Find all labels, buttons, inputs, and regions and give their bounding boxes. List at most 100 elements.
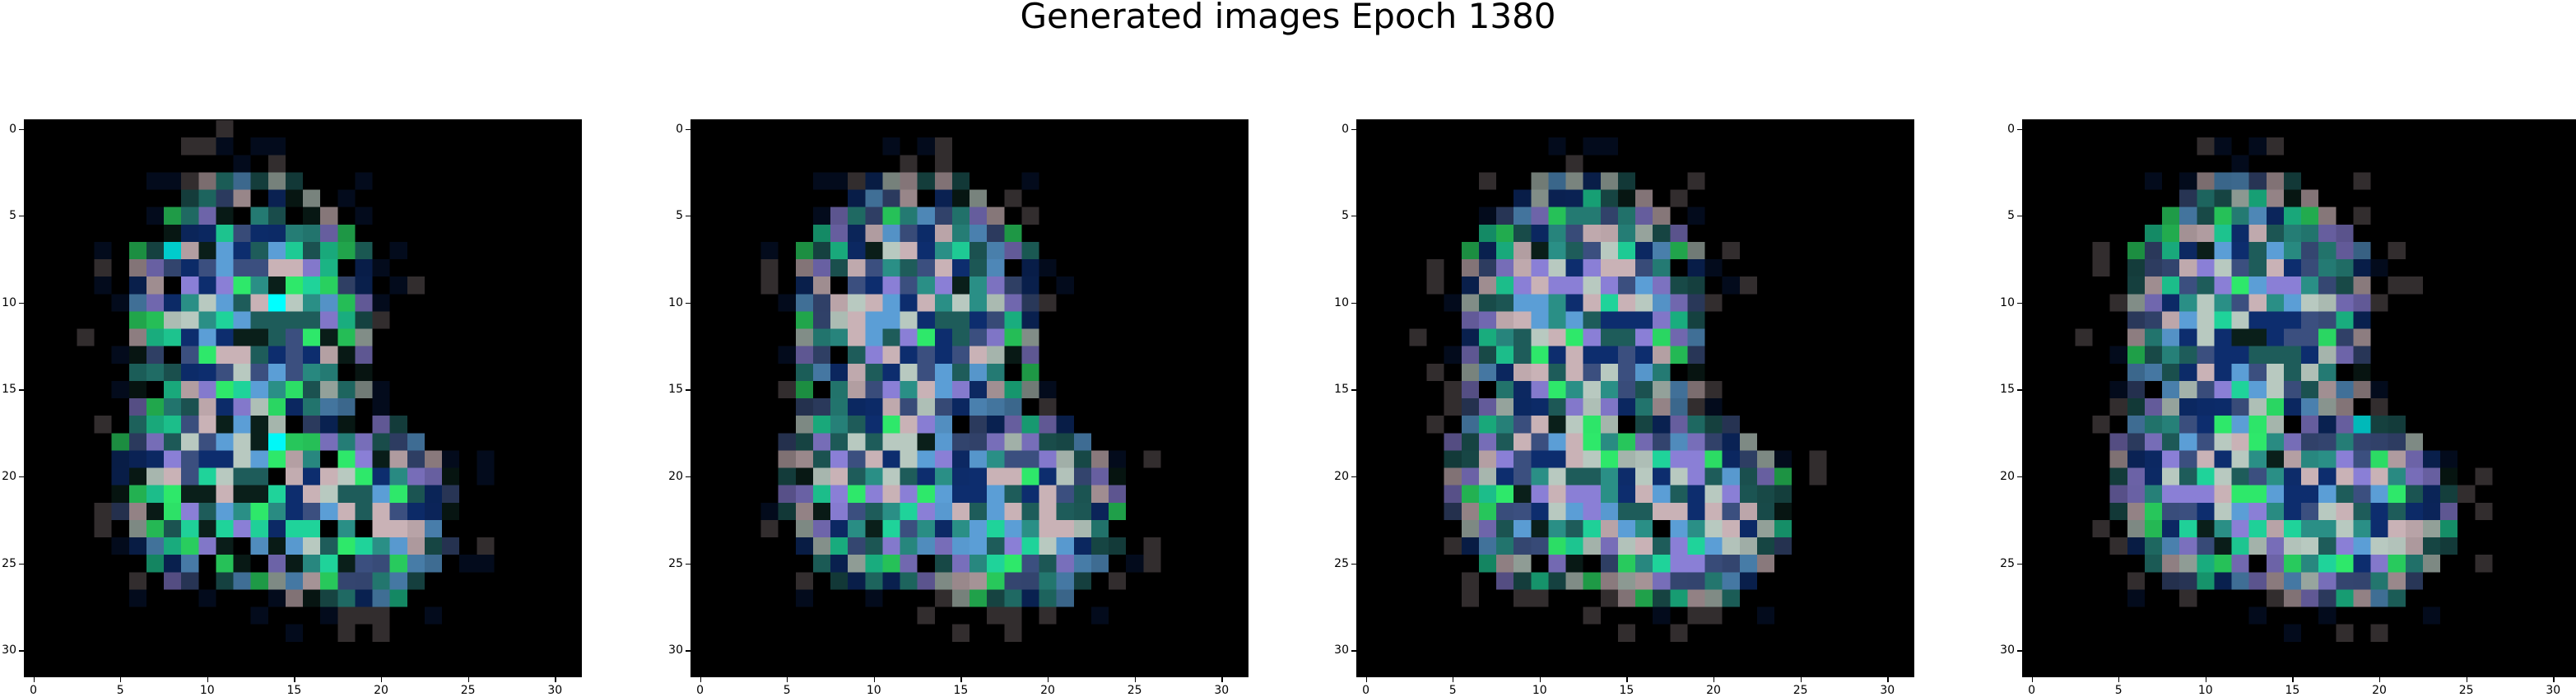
x-tick-mark [787,677,788,682]
x-tick-label: 15 [953,684,969,697]
x-tick-label: 20 [374,684,388,697]
x-tick-label: 30 [2546,684,2561,697]
x-tick-mark [1134,677,1136,682]
x-tick-mark [120,677,122,682]
x-tick-label: 5 [2114,684,2123,697]
y-tick-mark [686,563,690,565]
y-tick-mark [19,476,24,478]
x-tick-label: 10 [199,684,215,697]
x-tick-mark [207,677,209,682]
y-tick-label: 15 [668,383,683,397]
figure-title: Generated images Epoch 1380 [1020,0,1556,36]
y-tick-label: 0 [1341,122,1349,136]
y-tick-label: 30 [2,644,16,658]
y-tick-mark [19,650,24,652]
x-tick-label: 5 [1448,684,1457,697]
y-tick-mark [19,563,24,565]
x-tick-label: 0 [2028,684,2036,697]
y-tick-label: 25 [668,556,683,570]
x-tick-mark [555,677,556,682]
x-tick-label: 20 [2372,684,2387,697]
pixel-canvas-3 [1357,120,1913,676]
x-tick-mark [700,677,701,682]
y-tick-label: 0 [676,122,683,136]
x-tick-mark [1221,677,1223,682]
y-tick-mark [19,389,24,391]
y-tick-label: 30 [2000,644,2015,658]
image-panel-2: 0 5 10 15 20 25 30 0 5 10 15 20 25 30 [668,117,1251,696]
y-tick-mark [19,128,24,130]
y-tick-label: 0 [2007,122,2015,136]
x-tick-label: 0 [696,684,704,697]
x-tick-mark [467,677,469,682]
x-tick-label: 25 [1127,684,1142,697]
y-tick-mark [1351,128,1356,130]
y-tick-mark [1351,563,1356,565]
pixel-canvas-2 [691,120,1248,676]
y-tick-label: 5 [2007,209,2015,223]
y-tick-label: 30 [668,644,683,658]
x-tick-mark [1365,677,1367,682]
x-tick-label: 20 [1040,684,1055,697]
x-tick-mark [1713,677,1715,682]
y-tick-label: 0 [9,122,16,136]
y-tick-label: 15 [1334,383,1349,397]
x-tick-mark [2292,677,2294,682]
y-tick-label: 20 [2000,470,2015,484]
x-tick-label: 20 [1706,684,1721,697]
y-tick-mark [2017,650,2022,652]
x-tick-label: 10 [2197,684,2213,697]
y-tick-label: 20 [2,470,16,484]
y-tick-label: 5 [9,209,16,223]
x-tick-mark [1626,677,1628,682]
x-tick-mark [2118,677,2120,682]
x-tick-mark [1887,677,1889,682]
x-tick-mark [873,677,876,682]
y-tick-label: 15 [2,383,16,397]
x-tick-label: 10 [866,684,881,697]
x-tick-label: 25 [2458,684,2474,697]
image-panel-3: 0 5 10 15 20 25 30 0 5 10 15 20 25 30 [1334,117,1917,696]
y-tick-mark [1351,302,1356,304]
x-tick-mark [1048,677,1049,682]
x-tick-mark [2379,677,2381,682]
x-tick-mark [381,677,383,682]
image-panel-4: 0 5 10 15 20 25 30 0 5 10 15 20 25 30 [2000,117,2576,696]
x-tick-label: 15 [1619,684,1634,697]
y-tick-mark [19,302,24,304]
x-tick-label: 30 [1880,684,1895,697]
y-tick-label: 10 [668,295,683,309]
y-tick-mark [686,302,690,304]
y-tick-label: 10 [2,295,16,309]
x-tick-mark [2553,677,2555,682]
x-tick-label: 5 [116,684,124,697]
y-tick-mark [2017,476,2022,478]
y-tick-mark [1351,389,1356,391]
x-tick-label: 25 [1793,684,1808,697]
y-tick-mark [2017,563,2022,565]
y-tick-label: 25 [1334,556,1349,570]
y-tick-label: 30 [1334,644,1349,658]
y-tick-label: 10 [2000,295,2015,309]
x-tick-label: 10 [1532,684,1547,697]
x-tick-label: 30 [547,684,563,697]
x-tick-label: 25 [460,684,476,697]
y-tick-mark [2017,389,2022,391]
y-tick-mark [686,128,690,130]
y-tick-mark [686,476,690,478]
x-tick-mark [960,677,962,682]
generated-image-1 [24,119,582,677]
x-tick-mark [1539,677,1541,682]
x-tick-mark [2031,677,2033,682]
y-tick-label: 25 [2,556,16,570]
pixel-canvas-4 [2023,120,2576,676]
x-tick-label: 0 [1362,684,1370,697]
x-tick-mark [33,677,35,682]
y-tick-label: 5 [1341,209,1349,223]
y-tick-label: 5 [676,209,683,223]
y-tick-mark [2017,128,2022,130]
generated-image-2 [690,119,1248,677]
y-tick-label: 20 [1334,470,1349,484]
pixel-canvas-1 [25,120,581,676]
y-tick-label: 20 [668,470,683,484]
